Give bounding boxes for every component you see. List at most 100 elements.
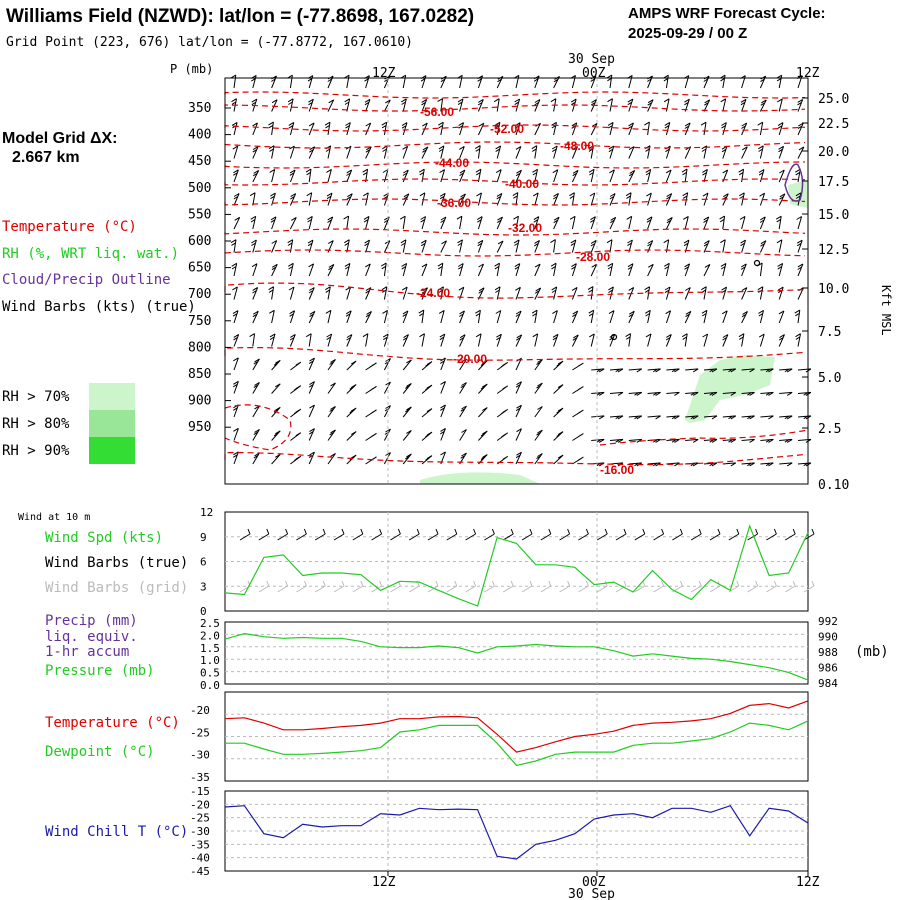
wind-barb xyxy=(383,358,391,371)
wind-barb xyxy=(289,169,296,183)
wind-barb xyxy=(400,239,407,253)
grid-wind-barb xyxy=(578,580,589,593)
wind-barb xyxy=(684,122,691,136)
wind-barb xyxy=(271,453,281,465)
wind-barb xyxy=(399,215,406,230)
grid-wind-barb xyxy=(371,580,383,593)
pressure-tick: 600 xyxy=(188,234,211,249)
temperature-legend: Temperature (°C) xyxy=(45,715,180,731)
wind-barb xyxy=(233,427,239,441)
wind-chill-line xyxy=(224,804,809,860)
height-tick: 10.0 xyxy=(818,282,849,297)
wind-barb xyxy=(402,429,412,441)
bottom-time-12z-a: 12Z xyxy=(372,875,396,890)
wind-barb xyxy=(571,334,579,347)
wind-barb xyxy=(647,240,654,253)
wind-barb xyxy=(589,192,596,206)
wind-barb xyxy=(682,192,689,206)
wind-barb xyxy=(778,169,785,183)
wind-barb xyxy=(587,286,594,300)
grid-wind-barb xyxy=(446,580,458,593)
wind-barb xyxy=(588,168,595,183)
pressure-legend-3: Pressure (mb) xyxy=(45,663,155,679)
wind-barb xyxy=(459,358,467,371)
wind-barb xyxy=(308,146,316,159)
height-tick: 25.0 xyxy=(818,92,849,107)
height-tick: 2.5 xyxy=(818,422,841,437)
wind-barb xyxy=(570,74,576,89)
grid-wind-barb xyxy=(559,580,571,593)
wind-barb xyxy=(665,193,673,206)
wind-barb xyxy=(495,169,502,183)
wind-barb xyxy=(365,456,377,465)
wind-barb xyxy=(647,99,654,112)
surface-wind-barb xyxy=(653,528,665,541)
wind-barb xyxy=(741,391,755,396)
grid-wind-barb xyxy=(408,580,420,593)
wind-barb xyxy=(683,215,689,230)
wind-barb xyxy=(777,98,783,112)
wind-barb xyxy=(796,239,803,253)
wind-barb xyxy=(797,415,812,420)
wind-barb xyxy=(531,145,538,159)
wind-barb xyxy=(666,415,680,420)
bottom-time-12z-b: 12Z xyxy=(796,875,820,890)
wind-barb xyxy=(327,358,336,371)
wind-barb xyxy=(684,263,691,277)
pressure-tick: 950 xyxy=(188,420,211,435)
wind-barb xyxy=(496,216,503,230)
height-tick: 7.5 xyxy=(818,325,841,340)
grid-wind-barb xyxy=(690,580,702,593)
wind-barb xyxy=(402,169,409,183)
wind-barb xyxy=(721,310,728,324)
wind-barb xyxy=(777,286,784,300)
wind-barb xyxy=(571,146,578,159)
precip-tick: 2.5 xyxy=(200,617,220,630)
wind-barb xyxy=(496,240,504,253)
isotherm-label: -20.00 xyxy=(453,352,487,366)
pressure-tick: 650 xyxy=(188,261,211,276)
wind-barb xyxy=(627,98,634,112)
wind-barb xyxy=(722,334,729,347)
grid-wind-barb xyxy=(784,580,796,593)
wind-barb xyxy=(438,309,445,324)
wind-barb xyxy=(475,309,481,324)
wind-chill-tick: -25 xyxy=(190,812,210,825)
wind-barb xyxy=(703,368,718,373)
time-series-panels xyxy=(224,511,815,876)
wind-chill-tick: -15 xyxy=(190,785,210,798)
wind-barb xyxy=(496,408,508,418)
wind-barb xyxy=(381,286,388,300)
wind-speed-line xyxy=(224,524,809,607)
wind-barb xyxy=(477,239,484,253)
wind-barb xyxy=(760,391,774,396)
surface-wind-barb xyxy=(446,528,458,541)
wind-barb xyxy=(308,404,315,418)
wind-barb xyxy=(703,438,718,443)
wind-barb xyxy=(759,216,766,230)
wind-barb xyxy=(289,216,297,230)
wind-barb xyxy=(440,380,446,394)
wind-barb xyxy=(513,74,520,89)
wind-barb xyxy=(456,215,463,230)
wind-barb xyxy=(645,309,651,324)
wind-barb xyxy=(553,192,559,206)
wind-barb xyxy=(588,309,595,324)
wind-barb xyxy=(308,122,315,136)
wind-tick: 12 xyxy=(200,506,213,519)
wind-barb xyxy=(741,310,748,324)
precip-tick: 1.5 xyxy=(200,642,220,655)
wind-barb xyxy=(665,169,672,183)
isotherm-line xyxy=(224,347,806,361)
isotherm-line xyxy=(224,228,806,236)
isotherm-label: -16.00 xyxy=(600,463,634,477)
wind-barb xyxy=(308,98,314,112)
wind-chill-tick: -30 xyxy=(190,825,210,838)
wind-barb xyxy=(401,98,407,112)
isotherm-line xyxy=(224,198,806,206)
cycle-label: AMPS WRF Forecast Cycle: xyxy=(628,5,826,22)
wind-barb xyxy=(419,192,426,206)
wind-barb xyxy=(797,438,812,443)
pressure-tick: 984 xyxy=(818,677,838,690)
wind-barb xyxy=(681,333,688,347)
